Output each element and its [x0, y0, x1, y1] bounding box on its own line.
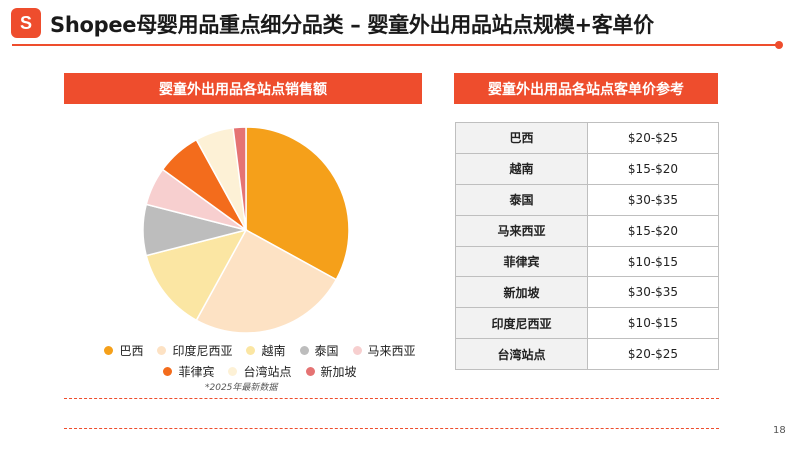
price-cell: $20-$25 [587, 122, 719, 154]
site-cell: 马来西亚 [455, 214, 588, 247]
site-cell: 菲律宾 [455, 245, 588, 278]
pie-section-heading: 婴童外出用品各站点销售额 [64, 73, 422, 104]
pie-slice [195, 228, 338, 334]
price-cell: $10-$15 [587, 245, 719, 278]
shopee-logo: S [11, 8, 41, 38]
table-row: 印度尼西亚 $10-$15 [455, 307, 719, 340]
site-cell: 巴西 [455, 122, 588, 154]
legend-label: 菲律宾 [178, 365, 215, 379]
legend-item: 台湾站点 [228, 363, 292, 380]
table-row: 巴西 $20-$25 [455, 122, 719, 154]
legend-item: 菲律宾 [163, 363, 214, 380]
price-table: 巴西 $20-$25 越南 $15-$20 泰国 $30-$35 马来西亚 $15-$20 菲律… [455, 122, 719, 371]
legend-label: 越南 [261, 344, 286, 358]
legend-swatch [305, 367, 315, 376]
price-cell: $30-$35 [587, 183, 719, 216]
site-cell: 台湾站点 [455, 338, 588, 371]
legend-label: 印度尼西亚 [172, 344, 233, 358]
data-note: *2025年最新数据 [205, 383, 278, 393]
legend-item: 泰国 [299, 342, 339, 359]
table-row: 菲律宾 $10-$15 [455, 245, 719, 278]
site-cell: 越南 [455, 152, 588, 185]
price-cell: $20-$25 [587, 338, 719, 371]
legend-row: 巴西 印度尼西亚 越南 泰国 马来西亚 [80, 342, 440, 359]
legend-row: 菲律宾 台湾站点 新加坡 [80, 363, 440, 380]
legend-swatch [246, 346, 256, 355]
table-row: 新加坡 $30-$35 [455, 276, 719, 309]
legend-item: 巴西 [104, 342, 143, 359]
legend-label: 新加坡 [320, 365, 357, 379]
legend-label: 泰国 [314, 344, 339, 358]
legend-swatch [352, 346, 362, 355]
legend-item: 印度尼西亚 [157, 342, 232, 359]
legend-label: 台湾站点 [243, 365, 292, 379]
table-row: 马来西亚 $15-$20 [455, 214, 719, 247]
pie-slice [145, 228, 248, 322]
pie-slice [245, 126, 350, 281]
table-section-heading: 婴童外出用品各站点客单价参考 [454, 73, 718, 104]
legend-swatch [157, 346, 167, 355]
price-cell: $15-$20 [587, 152, 719, 185]
table-row: 越南 $15-$20 [455, 152, 719, 185]
dashed-divider [64, 398, 719, 399]
title-underline [12, 44, 777, 46]
legend-label: 巴西 [119, 344, 144, 358]
price-cell: $10-$15 [587, 307, 719, 340]
legend-swatch [299, 346, 309, 355]
page-number: 18 [773, 425, 786, 436]
legend-item: 越南 [246, 342, 286, 359]
site-cell: 新加坡 [455, 276, 588, 309]
legend-swatch [163, 367, 173, 376]
legend-item: 马来西亚 [352, 342, 416, 359]
pie-slice [232, 126, 247, 231]
dashed-divider [64, 428, 719, 429]
price-cell: $30-$35 [587, 276, 719, 309]
legend-swatch [228, 367, 238, 376]
legend-item: 新加坡 [305, 363, 357, 380]
site-cell: 泰国 [455, 183, 588, 216]
site-cell: 印度尼西亚 [455, 307, 588, 340]
pie-legend: 巴西 印度尼西亚 越南 泰国 马来西亚 菲律宾 台湾站点 新加坡 [80, 342, 440, 384]
legend-label: 马来西亚 [367, 344, 416, 358]
legend-swatch [104, 346, 114, 355]
table-row: 泰国 $30-$35 [455, 183, 719, 216]
title-underline-dot [775, 41, 783, 49]
table-row: 台湾站点 $20-$25 [455, 338, 719, 371]
price-cell: $15-$20 [587, 214, 719, 247]
page-title: Shopee母婴用品重点细分品类 – 婴童外出用品站点规模+客单价 [50, 13, 654, 37]
